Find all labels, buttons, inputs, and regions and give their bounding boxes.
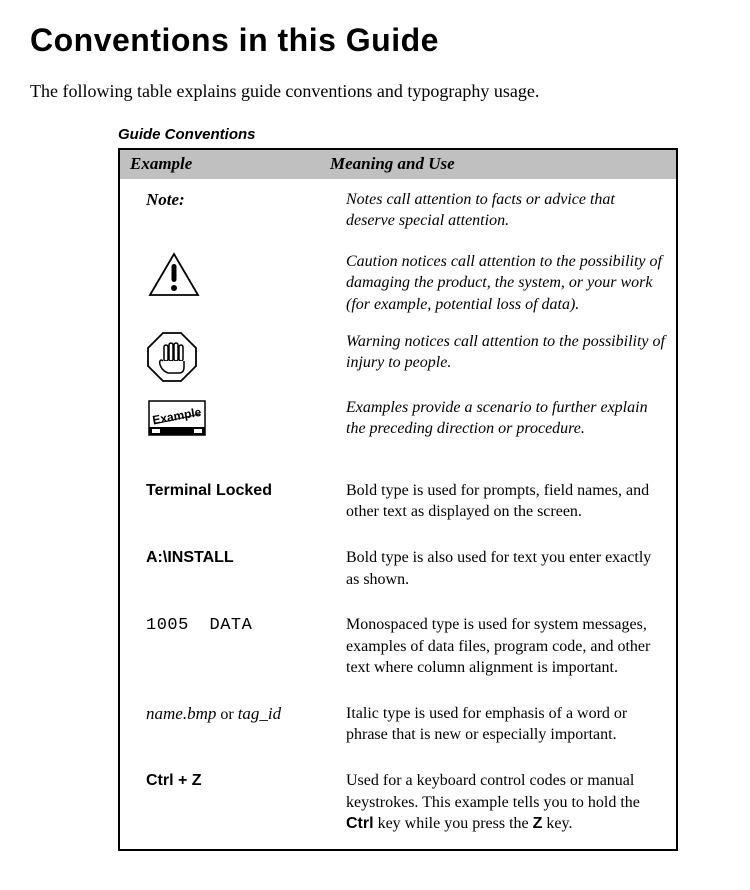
table-row: Caution notices call attention to the po… <box>119 246 677 326</box>
page-title: Conventions in this Guide <box>30 20 720 62</box>
table-row: name.bmp or tag_id Italic type is used f… <box>119 693 677 760</box>
meaning-caution: Caution notices call attention to the po… <box>320 246 677 326</box>
col-meaning-header: Meaning and Use <box>320 149 677 178</box>
meaning-example: Examples provide a scenario to further e… <box>320 387 677 454</box>
meaning-warning: Warning notices call attention to the po… <box>320 326 677 387</box>
example-terminal: Terminal Locked <box>146 482 272 499</box>
example-italic-2: tag_id <box>238 704 281 723</box>
table-caption: Guide Conventions <box>118 125 720 145</box>
intro-text: The following table explains guide conve… <box>30 80 720 103</box>
col-example-header: Example <box>119 149 320 178</box>
example-italic-or: or <box>216 706 237 723</box>
example-note: Note: <box>146 190 185 209</box>
table-row: Ctrl + Z Used for a keyboard control cod… <box>119 760 677 850</box>
caution-icon <box>146 251 206 297</box>
conventions-table: Example Meaning and Use Note: Notes call… <box>118 148 678 850</box>
table-row: Warning notices call attention to the po… <box>119 326 677 387</box>
table-row: Example Examples provide a scenario to f… <box>119 387 677 454</box>
example-ctrl: Ctrl + Z <box>146 772 202 789</box>
table-row: A:\INSTALL Bold type is also used for te… <box>119 537 677 604</box>
warning-icon <box>146 331 206 377</box>
meaning-italic: Italic type is used for emphasis of a wo… <box>320 693 677 760</box>
example-mono: 1005 DATA <box>146 616 252 635</box>
example-icon: Example <box>146 397 206 439</box>
example-install: A:\INSTALL <box>146 549 234 566</box>
meaning-mono: Monospaced type is used for system messa… <box>320 604 677 693</box>
table-row: Terminal Locked Bold type is used for pr… <box>119 454 677 537</box>
meaning-ctrl: Used for a keyboard control codes or man… <box>320 760 677 850</box>
example-italic-1: name.bmp <box>146 704 216 723</box>
meaning-install: Bold type is also used for text you ente… <box>320 537 677 604</box>
meaning-terminal: Bold type is used for prompts, field nam… <box>320 454 677 537</box>
meaning-note: Notes call attention to facts or advice … <box>320 179 677 246</box>
table-row: Note: Notes call attention to facts or a… <box>119 179 677 246</box>
table-row: 1005 DATA Monospaced type is used for sy… <box>119 604 677 693</box>
